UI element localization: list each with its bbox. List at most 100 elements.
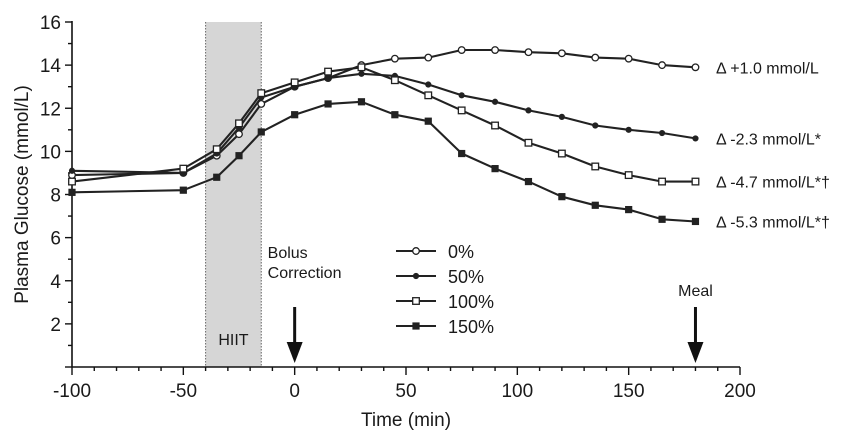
data-point-0pct <box>257 99 266 108</box>
series-line-0pct <box>71 48 696 177</box>
y-tick-label: 2 <box>50 315 61 336</box>
end-label-100pct: Δ -4.7 mmol/L*† <box>716 175 830 192</box>
y-tick-label: 12 <box>40 99 61 120</box>
legend-item-100pct: 100% <box>396 292 494 312</box>
data-point-50pct <box>324 74 332 82</box>
data-point-0pct <box>524 48 533 57</box>
data-point-50pct <box>491 98 499 105</box>
legend-label: 50% <box>448 267 484 287</box>
data-point-0pct <box>624 54 633 63</box>
data-point-0pct <box>658 61 667 70</box>
series-0pct: Δ +1.0 mmol/L <box>68 46 819 180</box>
series-line-50pct <box>71 72 696 174</box>
data-point-0pct <box>457 46 466 54</box>
data-point-100pct <box>524 138 533 147</box>
data-point-100pct <box>290 78 299 87</box>
annotation-line: Bolus <box>268 245 308 262</box>
data-point-100pct <box>324 67 333 76</box>
y-ticks: 2 4 6 8 10 12 14 16 <box>40 13 72 368</box>
data-point-0pct <box>557 49 566 58</box>
data-point-150pct <box>179 186 187 194</box>
data-point-150pct <box>291 111 299 119</box>
annotation-line: Correction <box>268 265 342 282</box>
data-point-100pct <box>624 171 633 180</box>
data-point-150pct <box>424 117 432 125</box>
data-point-50pct <box>358 70 365 77</box>
data-point-100pct <box>235 119 243 128</box>
data-point-50pct <box>658 129 666 137</box>
legend-label: 100% <box>448 292 494 312</box>
annotation-line: Meal <box>678 283 713 300</box>
annotations: Bolus Correction Meal <box>268 245 713 363</box>
data-point-100pct <box>212 145 221 154</box>
y-tick-label: 14 <box>40 56 62 77</box>
legend-marker <box>412 322 420 330</box>
legend-item-150pct: 150% <box>396 317 494 337</box>
end-label-0pct: Δ +1.0 mmol/L <box>716 60 819 77</box>
legend: 0% 50% 100% 150% <box>396 242 494 337</box>
annotation-bolus-correction-label: Bolus Correction <box>268 245 342 282</box>
data-point-50pct <box>68 167 76 174</box>
legend-item-0pct: 0% <box>396 242 474 262</box>
data-point-100pct <box>658 177 667 186</box>
data-point-100pct <box>691 177 700 186</box>
x-axis-title: Time (min) <box>361 410 451 430</box>
series-100pct: Δ -4.7 mmol/L*† <box>68 63 830 192</box>
data-point-150pct <box>625 205 633 214</box>
data-point-100pct <box>591 162 600 171</box>
hiit-shade <box>205 22 262 367</box>
data-point-50pct <box>592 122 599 129</box>
legend-item-50pct: 50% <box>396 267 484 287</box>
data-point-150pct <box>391 111 399 119</box>
y-tick-label: 6 <box>50 229 61 250</box>
x-tick-label: -100 <box>53 381 91 402</box>
data-point-0pct <box>691 63 700 72</box>
data-point-150pct <box>357 98 366 106</box>
end-label-50pct: Δ -2.3 mmol/L* <box>716 131 821 148</box>
data-point-150pct <box>558 193 566 201</box>
legend-label: 0% <box>448 242 474 262</box>
data-point-0pct <box>424 53 433 62</box>
y-tick-label: 8 <box>50 186 61 207</box>
data-point-100pct <box>557 149 566 158</box>
legend-marker <box>412 247 420 255</box>
x-tick-label: -50 <box>170 381 197 402</box>
data-point-100pct <box>491 121 500 130</box>
data-point-100pct <box>257 89 266 98</box>
y-tick-label: 4 <box>50 272 61 293</box>
data-point-100pct <box>424 91 433 100</box>
series-line-100pct <box>71 66 696 183</box>
data-point-150pct <box>458 149 466 158</box>
data-point-150pct <box>257 128 265 136</box>
series-150pct: Δ -5.3 mmol/L*† <box>68 98 830 231</box>
y-axis-title: Plasma Glucose (mmol/L) <box>12 85 33 304</box>
data-point-150pct <box>691 217 700 226</box>
data-point-150pct <box>324 100 332 108</box>
data-point-150pct <box>491 165 499 173</box>
series-line-150pct <box>71 100 696 223</box>
data-point-150pct <box>68 188 76 196</box>
data-point-0pct <box>235 130 243 139</box>
data-point-50pct <box>558 113 565 120</box>
arrow-down-icon <box>687 342 704 363</box>
data-point-100pct <box>390 76 399 85</box>
x-tick-label: 0 <box>289 381 300 402</box>
y-tick-label: 16 <box>40 13 61 34</box>
series-layer: Δ +1.0 mmol/L Δ -2.3 mmol/L* Δ -4.7 mmol/L… <box>68 46 830 231</box>
shaded-region: HIIT <box>205 22 262 367</box>
annotation-meal-label: Meal <box>678 283 713 300</box>
data-point-0pct <box>491 46 500 54</box>
series-50pct: Δ -2.3 mmol/L* <box>68 70 821 177</box>
hiit-label: HIIT <box>218 332 248 349</box>
data-point-100pct <box>457 106 466 115</box>
data-point-0pct <box>591 53 600 62</box>
data-point-100pct <box>357 63 366 72</box>
data-point-150pct <box>524 177 533 186</box>
end-label-150pct: Δ -5.3 mmol/L*† <box>716 214 830 231</box>
legend-marker <box>412 297 420 305</box>
data-point-150pct <box>591 201 599 209</box>
data-point-100pct <box>179 164 188 173</box>
x-tick-label: 100 <box>501 381 533 402</box>
data-point-50pct <box>525 107 532 114</box>
